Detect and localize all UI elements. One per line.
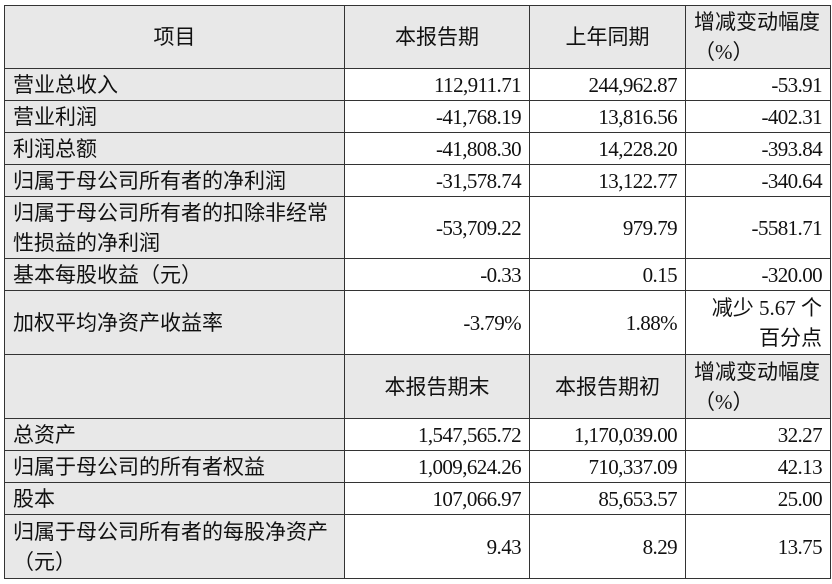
row-label: 股本 [4, 482, 345, 515]
cell-prior: 1.88% [529, 290, 686, 355]
financial-summary-table: 项目 本报告期 上年同期 增减变动幅度（%） 营业总收入 112,911.71 … [4, 5, 831, 579]
row-label: 营业总收入 [4, 68, 345, 101]
header-begin: 本报告期初 [529, 354, 686, 419]
row-label: 利润总额 [4, 132, 345, 165]
table-row: 营业利润 -41,768.19 13,816.56 -402.31 [4, 100, 831, 133]
table-row: 归属于母公司所有者的每股净资产（元） 9.43 8.29 13.75 [4, 514, 831, 579]
cell-change: -5581.71 [685, 196, 831, 259]
row-label: 营业利润 [4, 100, 345, 133]
table-row: 利润总额 -41,808.30 14,228.20 -393.84 [4, 132, 831, 165]
header-current: 本报告期 [344, 5, 530, 69]
cell-begin: 1,170,039.00 [529, 418, 686, 451]
table-row: 归属于母公司所有者的扣除非经常性损益的净利润 -53,709.22 979.79… [4, 196, 831, 259]
cell-begin: 710,337.09 [529, 450, 686, 483]
cell-current: -31,578.74 [344, 164, 530, 197]
header-row: 项目 本报告期 上年同期 增减变动幅度（%） [4, 5, 831, 69]
cell-current: -41,808.30 [344, 132, 530, 165]
cell-change: -320.00 [685, 258, 831, 291]
cell-prior: 244,962.87 [529, 68, 686, 101]
cell-begin: 85,653.57 [529, 482, 686, 515]
cell-change: -393.84 [685, 132, 831, 165]
cell-prior: 13,816.56 [529, 100, 686, 133]
row-label: 归属于母公司所有者的扣除非经常性损益的净利润 [4, 196, 345, 259]
cell-current: 112,911.71 [344, 68, 530, 101]
cell-change: 42.13 [685, 450, 831, 483]
row-label: 加权平均净资产收益率 [4, 290, 345, 355]
cell-change: 13.75 [685, 514, 831, 579]
table-row: 加权平均净资产收益率 -3.79% 1.88% 减少 5.67 个百分点 [4, 290, 831, 355]
table-row: 营业总收入 112,911.71 244,962.87 -53.91 [4, 68, 831, 101]
cell-change: -402.31 [685, 100, 831, 133]
cell-change: -340.64 [685, 164, 831, 197]
header2-item [4, 354, 345, 419]
cell-prior: 0.15 [529, 258, 686, 291]
cell-current: -41,768.19 [344, 100, 530, 133]
cell-change: 减少 5.67 个百分点 [685, 290, 831, 355]
header-row-2: 本报告期末 本报告期初 增减变动幅度（%） [4, 354, 831, 419]
table-row: 股本 107,066.97 85,653.57 25.00 [4, 482, 831, 515]
header2-change: 增减变动幅度（%） [685, 354, 831, 419]
cell-end: 1,009,624.26 [344, 450, 530, 483]
cell-change: -53.91 [685, 68, 831, 101]
header-prior: 上年同期 [529, 5, 686, 69]
row-label: 归属于母公司的所有者权益 [4, 450, 345, 483]
header-item: 项目 [4, 5, 345, 69]
cell-current: -0.33 [344, 258, 530, 291]
table-row: 归属于母公司所有者的净利润 -31,578.74 13,122.77 -340.… [4, 164, 831, 197]
row-label: 归属于母公司所有者的净利润 [4, 164, 345, 197]
cell-prior: 14,228.20 [529, 132, 686, 165]
row-label: 归属于母公司所有者的每股净资产（元） [4, 514, 345, 579]
header-end: 本报告期末 [344, 354, 530, 419]
cell-end: 107,066.97 [344, 482, 530, 515]
cell-end: 9.43 [344, 514, 530, 579]
cell-current: -3.79% [344, 290, 530, 355]
table-row: 总资产 1,547,565.72 1,170,039.00 32.27 [4, 418, 831, 451]
table-row: 归属于母公司的所有者权益 1,009,624.26 710,337.09 42.… [4, 450, 831, 483]
header-change: 增减变动幅度（%） [685, 5, 831, 69]
cell-end: 1,547,565.72 [344, 418, 530, 451]
cell-prior: 979.79 [529, 196, 686, 259]
cell-change: 32.27 [685, 418, 831, 451]
cell-change: 25.00 [685, 482, 831, 515]
table-row: 基本每股收益（元） -0.33 0.15 -320.00 [4, 258, 831, 291]
row-label: 基本每股收益（元） [4, 258, 345, 291]
cell-prior: 13,122.77 [529, 164, 686, 197]
cell-current: -53,709.22 [344, 196, 530, 259]
cell-begin: 8.29 [529, 514, 686, 579]
row-label: 总资产 [4, 418, 345, 451]
